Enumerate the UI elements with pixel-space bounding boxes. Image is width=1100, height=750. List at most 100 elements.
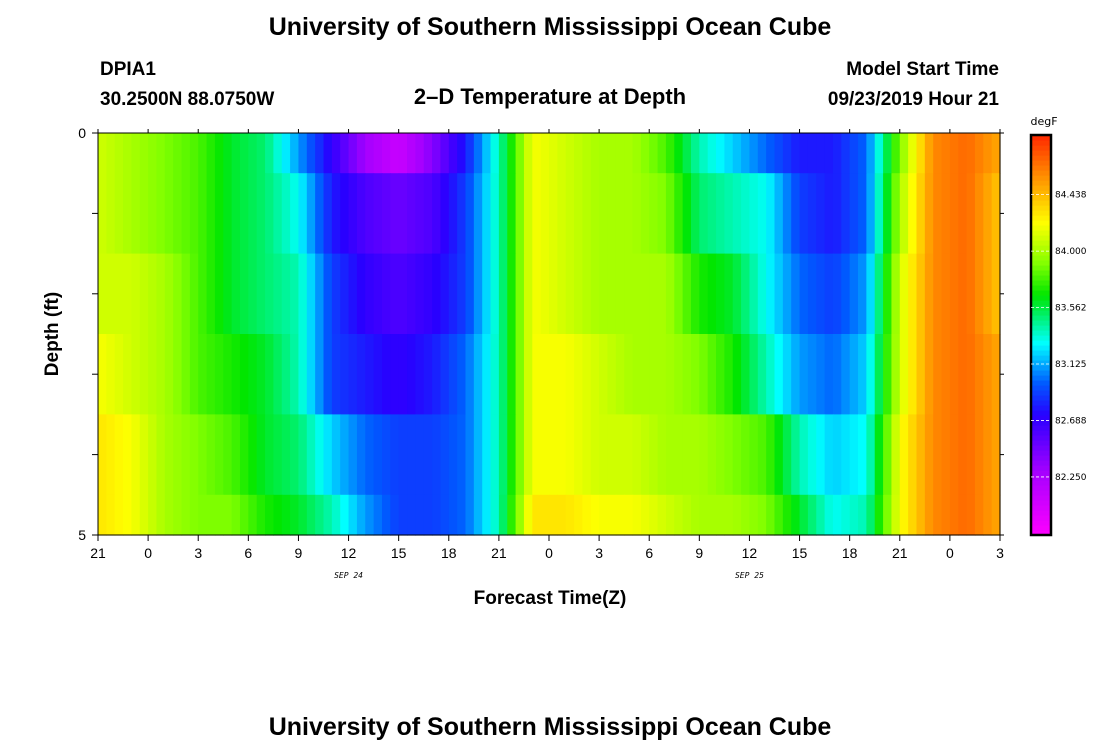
heatmap-cell-r1 — [315, 173, 325, 255]
colorbar-segment — [1031, 270, 1051, 276]
heatmap-cell-r1 — [807, 173, 817, 255]
colorbar-frame — [1029, 133, 1053, 537]
heatmap-cell-r3 — [498, 334, 508, 415]
heatmap-cell-r4 — [139, 414, 149, 496]
heatmap-cell-r4 — [365, 414, 375, 496]
heatmap-cell-r3 — [273, 334, 283, 415]
heatmap-cell-r5 — [440, 494, 450, 536]
heatmap-cell-r0 — [248, 133, 258, 174]
heatmap-cell-r4 — [640, 414, 650, 496]
heatmap-cell-r2 — [858, 253, 867, 335]
heatmap-cell-r0 — [924, 133, 934, 174]
heatmap-cell-r4 — [974, 414, 984, 496]
x-tick-label: 9 — [295, 545, 303, 561]
heatmap-cell-r4 — [807, 414, 817, 496]
x-axis-label: Forecast Time(Z) — [474, 588, 627, 609]
heatmap-cell-r4 — [574, 414, 584, 496]
heatmap-cell-r1 — [674, 173, 684, 255]
colorbar-segment — [1031, 450, 1051, 456]
heatmap-cell-r3 — [490, 334, 500, 415]
heatmap-cell-r0 — [799, 133, 809, 174]
heatmap-cell-r1 — [949, 173, 959, 255]
y-tick-label: 5 — [78, 527, 86, 543]
heatmap-cell-r5 — [624, 494, 634, 536]
heatmap-cell-r3 — [599, 334, 609, 415]
heatmap-cell-r1 — [649, 173, 659, 255]
heatmap-cell-r5 — [816, 494, 826, 536]
heatmap-cell-r0 — [632, 133, 642, 174]
heatmap-cell-r4 — [348, 414, 358, 496]
heatmap-cell-r3 — [114, 334, 124, 415]
heatmap-cell-r0 — [657, 133, 667, 174]
heatmap-cell-r4 — [774, 414, 784, 496]
heatmap-cell-r3 — [624, 334, 634, 415]
heatmap-cell-r1 — [799, 173, 809, 255]
heatmap-cell-r4 — [164, 414, 174, 496]
heatmap-cell-r1 — [440, 173, 450, 255]
heatmap-cell-r3 — [181, 334, 191, 415]
heatmap-cell-r4 — [782, 414, 792, 496]
heatmap-cell-r2 — [206, 253, 216, 335]
heatmap-cell-r4 — [732, 414, 742, 496]
heatmap-cell-r0 — [256, 133, 266, 174]
heatmap-cell-r2 — [407, 253, 416, 335]
heatmap-cell-r3 — [206, 334, 216, 415]
heatmap-cell-r5 — [716, 494, 725, 536]
heatmap-cell-r4 — [356, 414, 366, 496]
heatmap-cell-r4 — [407, 414, 416, 496]
heatmap-cell-r4 — [983, 414, 993, 496]
heatmap-cell-r2 — [933, 253, 943, 335]
heatmap-cell-r0 — [732, 133, 742, 174]
heatmap-cell-r5 — [724, 494, 734, 536]
heatmap-cell-r5 — [507, 494, 517, 536]
colorbar-segment — [1031, 355, 1051, 361]
heatmap-cell-r1 — [214, 173, 224, 255]
heatmap-cell-r1 — [690, 173, 700, 255]
heatmap-cell-r4 — [131, 414, 141, 496]
heatmap-cell-r2 — [131, 253, 141, 335]
heatmap-cell-r0 — [189, 133, 199, 174]
heatmap-cell-r4 — [632, 414, 642, 496]
heatmap-cell-r3 — [657, 334, 667, 415]
heatmap-cell-r1 — [716, 173, 725, 255]
heatmap-cell-r5 — [824, 494, 834, 536]
heatmap-cell-r2 — [866, 253, 876, 335]
heatmap-cell-r0 — [331, 133, 341, 174]
heatmap-cell-r2 — [682, 253, 692, 335]
heatmap-cell-r1 — [198, 173, 208, 255]
heatmap-cell-r3 — [407, 334, 416, 415]
heatmap-cell-r1 — [407, 173, 416, 255]
heatmap-cell-r1 — [290, 173, 300, 255]
heatmap-cell-r2 — [949, 253, 959, 335]
heatmap-cell-r5 — [198, 494, 208, 536]
colorbar-segment — [1031, 380, 1051, 386]
heatmap-cell-r0 — [114, 133, 124, 174]
heatmap-cell-r3 — [281, 334, 291, 415]
heatmap-cell-r1 — [131, 173, 141, 255]
heatmap-cell-r5 — [615, 494, 625, 536]
heatmap-cell-r3 — [807, 334, 817, 415]
heatmap-cell-r0 — [365, 133, 375, 174]
heatmap-cell-r0 — [557, 133, 567, 174]
heatmap-cell-r0 — [415, 133, 425, 174]
heatmap-cell-r0 — [239, 133, 249, 174]
heatmap-cell-r0 — [682, 133, 692, 174]
heatmap-cell-r4 — [515, 414, 525, 496]
heatmap-cell-r5 — [699, 494, 709, 536]
heatmap-cell-r2 — [674, 253, 684, 335]
heatmap-cell-r3 — [340, 334, 350, 415]
heatmap-cell-r1 — [574, 173, 584, 255]
heatmap-cell-r4 — [749, 414, 759, 496]
heatmap-cell-r5 — [749, 494, 759, 536]
heatmap-cell-r3 — [749, 334, 759, 415]
heatmap-cell-r4 — [298, 414, 308, 496]
heatmap-cell-r1 — [640, 173, 650, 255]
x-tick-label: 6 — [244, 545, 252, 561]
heatmap-cell-r0 — [164, 133, 174, 174]
heatmap-cell-r5 — [607, 494, 617, 536]
heatmap-cell-r2 — [941, 253, 951, 335]
heatmap-cell-r0 — [173, 133, 183, 174]
heatmap-cell-r4 — [381, 414, 391, 496]
heatmap-cell-r4 — [991, 414, 1001, 496]
heatmap-cell-r3 — [690, 334, 700, 415]
